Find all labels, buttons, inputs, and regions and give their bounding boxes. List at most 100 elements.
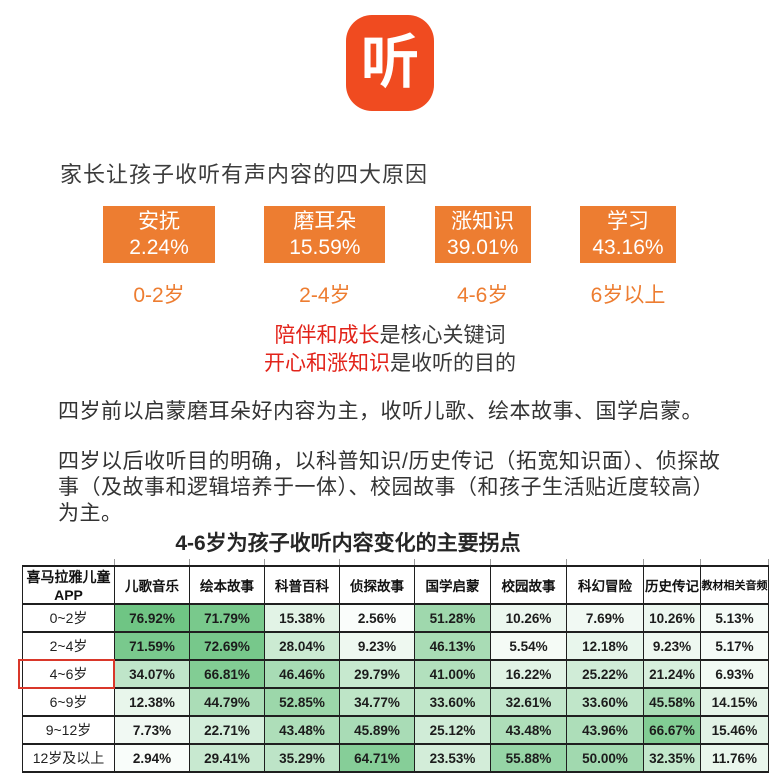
table-cell: 5.13% bbox=[700, 603, 769, 633]
table-cell: 9.23% bbox=[339, 631, 415, 661]
table-cell: 11.76% bbox=[700, 743, 769, 773]
grid-stub-cell bbox=[114, 559, 190, 566]
reason-label: 磨耳朵 bbox=[293, 209, 357, 233]
reason-box-ear-training: 磨耳朵 15.59% bbox=[264, 206, 386, 263]
reason-boxes-row: 安抚 2.24% 0-2岁 磨耳朵 15.59% 2-4岁 涨知识 39.01%… bbox=[103, 206, 676, 309]
reason-box-study: 学习 43.16% bbox=[579, 206, 676, 263]
grid-stub-cell bbox=[339, 559, 415, 566]
column-header: 科普百科 bbox=[264, 565, 340, 605]
table-cell: 7.69% bbox=[566, 603, 644, 633]
reason-label: 安抚 bbox=[138, 209, 180, 233]
table-cell: 10.26% bbox=[490, 603, 567, 633]
table-row: 12岁及以上 2.94% 29.41% 35.29% 64.71% 23.53% 55.88… bbox=[22, 743, 769, 773]
table-cell: 72.69% bbox=[189, 631, 265, 661]
grid-stub-cell bbox=[490, 559, 567, 566]
key-line-highlight: 开心和涨知识 bbox=[264, 352, 390, 375]
table-cell: 6.93% bbox=[700, 659, 769, 689]
table-cell: 46.46% bbox=[264, 659, 340, 689]
reason-age-label: 0-2岁 bbox=[133, 284, 185, 307]
grid-stub-cell bbox=[566, 559, 644, 566]
reason-age-label: 6岁以上 bbox=[590, 284, 666, 307]
table-cell: 33.60% bbox=[414, 687, 491, 717]
table-cell: 35.29% bbox=[264, 743, 340, 773]
reason-value: 15.59% bbox=[289, 235, 361, 259]
column-header: 绘本故事 bbox=[189, 565, 265, 605]
grid-stub-row bbox=[22, 559, 769, 566]
reason-column: 安抚 2.24% 0-2岁 bbox=[103, 206, 215, 309]
reason-label: 学习 bbox=[606, 209, 649, 233]
table-body: 喜马拉雅儿童APP 儿歌音乐 绘本故事 科普百科 侦探故事 国学启蒙 校园故事 科幻冒险 历史传… bbox=[18, 559, 769, 773]
table-row: 9~12岁 7.73% 22.71% 43.48% 45.89% 25.12% 43.48%… bbox=[22, 715, 769, 745]
table-cell: 5.17% bbox=[700, 631, 769, 661]
ximalaya-logo-icon: 听 bbox=[346, 15, 434, 111]
table-cell: 2.94% bbox=[114, 743, 190, 773]
key-line-highlight: 陪伴和成长 bbox=[274, 324, 380, 347]
column-header: 教材相关音频 bbox=[700, 565, 769, 605]
row-label: 9~12岁 bbox=[22, 715, 115, 745]
table-cell: 52.85% bbox=[264, 687, 340, 717]
table-cell: 28.04% bbox=[264, 631, 340, 661]
table-cell: 5.54% bbox=[490, 631, 567, 661]
reason-age-label: 2-4岁 bbox=[299, 284, 351, 307]
reason-value: 39.01% bbox=[447, 235, 519, 259]
table-cell: 9.23% bbox=[643, 631, 701, 661]
key-takeaway-lines: 陪伴和成长是核心关键词 开心和涨知识是收听的目的 bbox=[0, 322, 780, 378]
table-row: 6~9岁 12.38% 44.79% 52.85% 34.77% 33.60% 32.61%… bbox=[22, 687, 769, 717]
table-cell: 71.79% bbox=[189, 603, 265, 633]
table-cell: 29.41% bbox=[189, 743, 265, 773]
table-cell: 76.92% bbox=[114, 603, 190, 633]
grid-stub-cell bbox=[264, 559, 340, 566]
reason-label: 涨知识 bbox=[451, 209, 515, 233]
column-header: 校园故事 bbox=[490, 565, 567, 605]
table-cell: 25.12% bbox=[414, 715, 491, 745]
table-cell: 66.81% bbox=[189, 659, 265, 689]
table-row: 4~6岁 34.07% 66.81% 46.46% 29.79% 41.00% 16.22%… bbox=[18, 659, 769, 690]
key-line: 开心和涨知识是收听的目的 bbox=[0, 350, 780, 378]
table-cell: 50.00% bbox=[566, 743, 644, 773]
row-label: 6~9岁 bbox=[22, 687, 115, 717]
table-cell: 33.60% bbox=[566, 687, 644, 717]
reason-box-soothe: 安抚 2.24% bbox=[103, 206, 215, 263]
row-label: 0~2岁 bbox=[22, 603, 115, 633]
table-cell: 44.79% bbox=[189, 687, 265, 717]
table-cell: 43.96% bbox=[566, 715, 644, 745]
age-content-table: 喜马拉雅儿童APP 儿歌音乐 绘本故事 科普百科 侦探故事 国学启蒙 校园故事 科幻冒险 历史传… bbox=[18, 559, 769, 773]
reason-age-label: 4-6岁 bbox=[456, 284, 509, 307]
table-cell: 46.13% bbox=[414, 631, 491, 661]
key-line-rest: 是核心关键词 bbox=[379, 324, 506, 347]
grid-stub-cell bbox=[414, 559, 491, 566]
table-cell: 51.28% bbox=[414, 603, 491, 633]
column-header: 儿歌音乐 bbox=[114, 565, 190, 605]
column-header: 国学启蒙 bbox=[414, 565, 491, 605]
table-cell: 16.22% bbox=[490, 659, 567, 689]
table-cell: 43.48% bbox=[264, 715, 340, 745]
row-label: 4~6岁 bbox=[18, 659, 116, 690]
section-heading: 家长让孩子收听有声内容的四大原因 bbox=[60, 162, 429, 187]
table-row: 2~4岁 71.59% 72.69% 28.04% 9.23% 46.13% 5.54% 12… bbox=[22, 631, 769, 661]
table-cell: 15.46% bbox=[700, 715, 769, 745]
table-cell: 34.07% bbox=[114, 659, 190, 689]
paragraph-over-four: 四岁以后收听目的明确，以科普知识/历史传记（拓宽知识面）、侦探故事（及故事和逻辑… bbox=[58, 450, 721, 525]
table-cell: 29.79% bbox=[339, 659, 415, 689]
key-line: 陪伴和成长是核心关键词 bbox=[0, 322, 780, 350]
table-cell: 71.59% bbox=[114, 631, 190, 661]
logo-character: 听 bbox=[360, 30, 419, 95]
reason-value: 2.24% bbox=[129, 235, 189, 259]
table-cell: 55.88% bbox=[490, 743, 567, 773]
table-cell: 45.58% bbox=[643, 687, 701, 717]
grid-stub-cell bbox=[22, 559, 115, 566]
table-cell: 10.26% bbox=[643, 603, 701, 633]
table-cell: 32.61% bbox=[490, 687, 567, 717]
table-cell: 7.73% bbox=[114, 715, 190, 745]
table-cell: 41.00% bbox=[414, 659, 491, 689]
reason-column: 学习 43.16% 6岁以上 bbox=[579, 206, 676, 309]
table-cell: 64.71% bbox=[339, 743, 415, 773]
reason-box-knowledge: 涨知识 39.01% bbox=[434, 206, 531, 263]
table-row: 0~2岁 76.92% 71.79% 15.38% 2.56% 51.28% 10.26% 7… bbox=[22, 603, 769, 633]
table-cell: 43.48% bbox=[490, 715, 567, 745]
paragraph-under-four: 四岁前以启蒙磨耳朵好内容为主，收听儿歌、绘本故事、国学启蒙。 bbox=[58, 400, 703, 423]
grid-stub-cell bbox=[189, 559, 265, 566]
table-cell: 21.24% bbox=[643, 659, 701, 689]
key-line-rest: 是收听的目的 bbox=[390, 352, 516, 375]
column-header: 侦探故事 bbox=[339, 565, 415, 605]
